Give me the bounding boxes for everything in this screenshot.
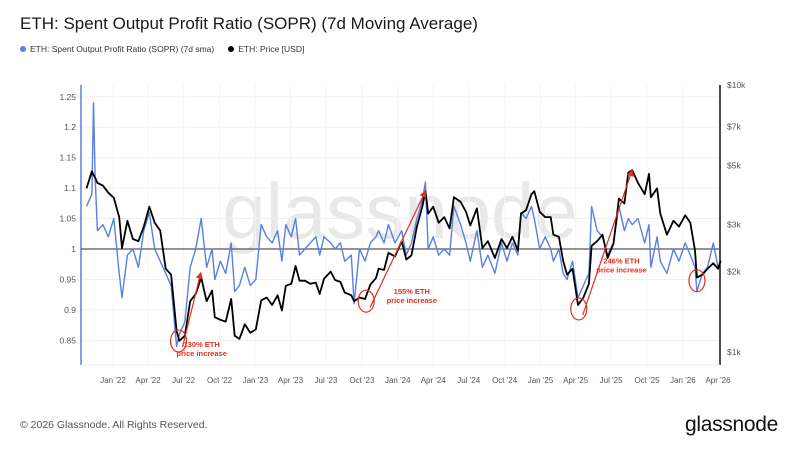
x-tick-label: Jul '22 [172,376,195,385]
increase-arrow [369,190,427,308]
y-left-tick-label: 1.25 [59,92,76,102]
y-left-tick-label: 1 [71,244,76,254]
x-tick-label: Jan '26 [670,376,696,385]
y-left-tick-label: 0.9 [64,305,76,315]
y-right-tick-label: $7k [727,121,741,131]
x-tick-label: Jan '22 [100,376,126,385]
x-tick-label: Jul '23 [315,376,338,385]
x-tick-label: Apr '24 [421,376,447,385]
annotation-label: price increase [596,266,646,275]
legend-label-sopr: ETH: Spent Output Profit Ratio (SOPR) (7… [30,44,215,54]
low-circle [357,289,375,313]
y-right-tick-label: $3k [727,220,741,230]
copyright: © 2026 Glassnode. All Rights Reserved. [20,419,208,431]
y-left-tick-label: 1.2 [64,122,76,132]
x-tick-label: Jul '24 [457,376,480,385]
annotation-label: 155% ETH [394,287,430,296]
x-tick-label: Jan '24 [385,376,411,385]
legend-label-price: ETH: Price [USD] [238,44,305,54]
chart-title: ETH: Spent Output Profit Ratio (SOPR) (7… [20,14,478,33]
x-tick-label: Apr '26 [705,376,731,385]
annotation-label: price increase [387,296,437,305]
annotation-label: price increase [176,349,226,358]
x-tick-label: Oct '25 [634,376,660,385]
x-tick-label: Oct '24 [492,376,518,385]
increase-arrow [582,168,634,316]
y-right-tick-label: $2k [727,267,741,277]
x-tick-label: Apr '22 [136,376,162,385]
glassnode-logo[interactable]: glassnode [684,413,778,436]
x-tick-label: Jan '25 [528,376,554,385]
increase-arrow [181,271,203,348]
y-left-tick-label: 0.95 [59,274,76,284]
legend-item-price[interactable]: ETH: Price [USD] [228,44,304,54]
y-right-tick-label: $1k [727,347,741,357]
low-circle [688,269,706,293]
y-right-tick-label: $10k [727,80,746,90]
x-tick-label: Oct '23 [349,376,375,385]
y-left-tick-label: 1.15 [59,153,76,163]
y-left-tick-label: 1.05 [59,214,76,224]
x-tick-label: Apr '25 [563,376,589,385]
y-right-tick-label: $5k [727,160,741,170]
annotation-label: 130% ETH [184,340,220,349]
y-left-tick-label: 1.1 [64,183,76,193]
low-circle [570,297,588,321]
x-tick-label: Jan '23 [243,376,269,385]
x-tick-label: Apr '23 [278,376,304,385]
legend-dot-sopr [20,46,26,52]
low-circle [169,329,188,353]
x-tick-label: Oct '22 [207,376,233,385]
legend-dot-price [228,46,235,52]
legend: ETH: Spent Output Profit Ratio (SOPR) (7… [20,44,304,54]
legend-item-sopr[interactable]: ETH: Spent Output Profit Ratio (SOPR) (7… [20,44,214,54]
x-tick-label: Jul '25 [600,376,623,385]
annotation-label: 246% ETH [603,257,639,266]
y-left-tick-label: 0.85 [59,335,76,345]
